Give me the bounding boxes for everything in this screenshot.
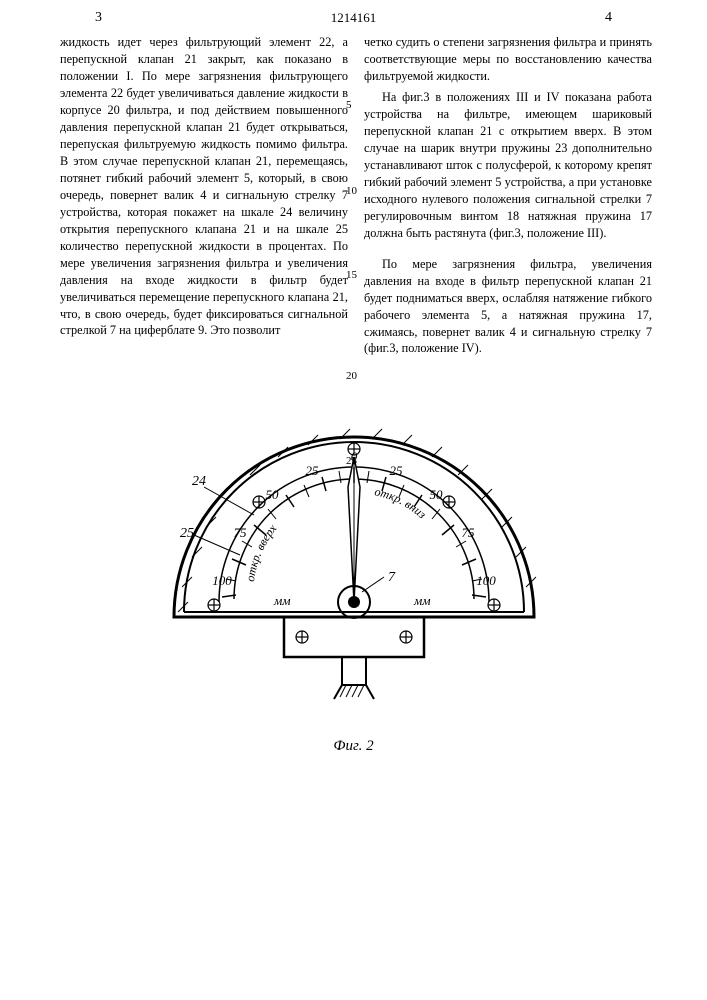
tick-r75: 75 — [461, 525, 475, 540]
right-column: 5 10 15 20 25 четко судить о степени заг… — [364, 34, 652, 357]
text-columns: жидкость идет через фильтрующий элемент … — [0, 34, 707, 357]
tick-r100: 100 — [476, 573, 496, 588]
line-num-10: 10 — [346, 184, 357, 199]
figure-caption: Фиг. 2 — [0, 738, 707, 755]
ref-24: 24 — [192, 474, 206, 489]
screw-icon — [488, 599, 500, 611]
tick-l100: 100 — [212, 573, 232, 588]
ref-7: 7 — [388, 570, 396, 585]
line-num-5: 5 — [346, 98, 352, 113]
left-column-text: жидкость идет через фильтрующий элемент … — [60, 34, 348, 339]
gauge-svg: 0 25 50 75 100 25 50 75 100 откр. вверх … — [144, 387, 564, 727]
screw-icon — [443, 496, 455, 508]
screw-icon — [296, 631, 308, 643]
right-p1: четко судить о степени загрязнения фильт… — [364, 34, 652, 85]
screw-icon — [253, 496, 265, 508]
tick-l75: 75 — [233, 525, 247, 540]
page-num-left: 3 — [95, 10, 102, 26]
tick-l50: 50 — [265, 487, 279, 502]
gauge-figure: 0 25 50 75 100 25 50 75 100 откр. вверх … — [0, 387, 707, 755]
left-column: жидкость идет через фильтрующий элемент … — [60, 34, 348, 357]
tick-r50: 50 — [429, 487, 443, 502]
line-num-20: 20 — [346, 369, 357, 384]
tick-r25: 25 — [389, 463, 403, 478]
line-num-25: 25 — [346, 454, 357, 469]
document-number: 1214161 — [0, 10, 707, 26]
svg-text:откр. вверх: откр. вверх — [243, 521, 280, 582]
unit-left: мм — [273, 593, 291, 608]
screw-icon — [400, 631, 412, 643]
unit-right: мм — [413, 593, 431, 608]
page-num-right: 4 — [605, 10, 612, 26]
ref-25: 25 — [180, 526, 194, 541]
arc-text-left: откр. вверх — [243, 521, 280, 582]
tick-l25: 25 — [305, 463, 319, 478]
right-p3: По мере загрязнения фильтра, увеличения … — [364, 256, 652, 358]
screw-icon — [208, 599, 220, 611]
right-p2: На фиг.3 в положениях III и IV показана … — [364, 89, 652, 242]
line-num-15: 15 — [346, 268, 357, 283]
